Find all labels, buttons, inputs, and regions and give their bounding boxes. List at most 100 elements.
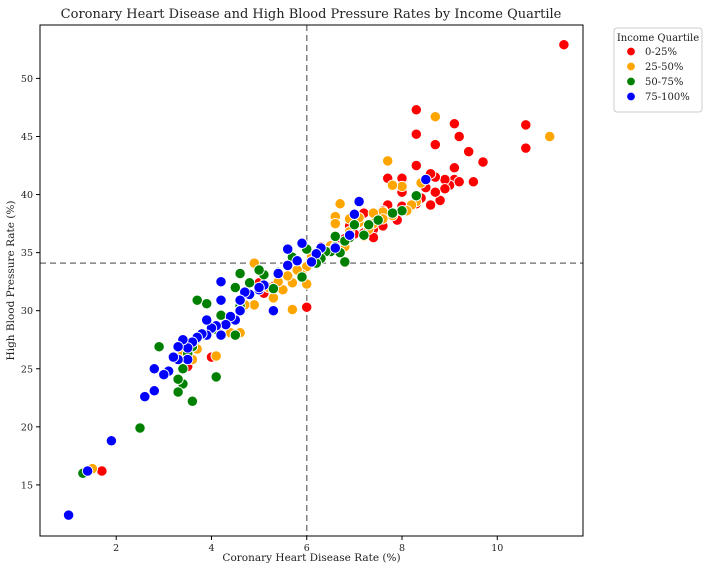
plot-frame — [39, 24, 584, 537]
data-point — [215, 276, 227, 288]
data-point — [429, 111, 441, 123]
data-point — [282, 243, 294, 255]
data-point — [182, 353, 194, 366]
data-point — [396, 180, 408, 193]
data-point — [234, 294, 246, 306]
data-point — [305, 256, 318, 268]
data-point — [234, 305, 246, 317]
data-point — [153, 341, 165, 353]
reference-lines — [40, 25, 583, 536]
x-tick-label: 10 — [491, 543, 503, 554]
y-tick-label: 50 — [21, 74, 33, 85]
data-point — [243, 277, 256, 289]
data-point — [272, 267, 284, 280]
data-point — [439, 183, 451, 195]
data-point — [172, 386, 184, 398]
data-point — [348, 208, 361, 220]
series-75-100% — [62, 173, 432, 521]
y-tick-label: 15 — [21, 480, 33, 491]
data-point — [210, 371, 222, 383]
data-point — [267, 305, 280, 317]
data-point — [210, 350, 222, 362]
data-point — [296, 271, 308, 283]
data-point — [220, 318, 232, 331]
data-point — [81, 465, 94, 477]
x-tick-label: 8 — [399, 543, 405, 554]
data-point — [439, 173, 451, 186]
data-point — [215, 309, 227, 321]
data-point — [467, 176, 480, 188]
data-point — [372, 214, 384, 226]
data-point — [429, 186, 441, 198]
data-point — [172, 341, 184, 353]
data-point — [134, 422, 146, 434]
chart-title: Coronary Heart Disease and High Blood Pr… — [61, 7, 562, 22]
data-point — [286, 303, 299, 316]
data-point — [348, 219, 361, 231]
data-point — [410, 104, 422, 116]
data-point — [382, 155, 394, 167]
axis-ticks: 2 4 6 8 10 15 20 25 30 35 40 45 50 — [21, 74, 503, 554]
data-point — [158, 368, 170, 381]
data-point — [148, 385, 160, 397]
legend-marker — [626, 91, 636, 102]
data-point — [558, 39, 570, 51]
data-point — [229, 329, 241, 341]
x-tick-label: 6 — [304, 543, 310, 554]
data-point — [358, 229, 370, 241]
x-axis-label: Coronary Heart Disease Rate (%) — [222, 552, 400, 564]
data-point — [353, 195, 365, 208]
x-tick-label: 4 — [208, 543, 214, 554]
data-point — [296, 237, 308, 249]
data-point — [215, 329, 227, 341]
data-point — [282, 259, 294, 272]
data-point — [191, 294, 203, 306]
data-point — [386, 207, 399, 219]
data-point — [201, 298, 213, 310]
data-point — [429, 138, 441, 151]
legend-title: Income Quartile — [617, 33, 699, 44]
y-tick-label: 20 — [21, 422, 33, 433]
series-0-25% — [96, 39, 570, 477]
data-point — [215, 294, 227, 306]
data-point — [253, 281, 265, 294]
y-tick-label: 40 — [21, 190, 33, 201]
data-point — [186, 395, 199, 407]
legend-box — [613, 27, 703, 113]
data-point — [410, 159, 422, 172]
x-tick-label: 2 — [113, 543, 119, 554]
data-point — [396, 205, 408, 217]
y-tick-label: 45 — [21, 132, 33, 143]
y-tick-label: 35 — [21, 248, 33, 259]
legend-label: 0-25% — [645, 47, 677, 58]
data-point — [410, 128, 422, 140]
data-point — [410, 190, 422, 202]
data-point — [253, 264, 265, 276]
legend-label: 75-100% — [645, 92, 690, 103]
data-point — [453, 176, 465, 188]
legend: Income Quartile 0-25% 25-50% 50-75% 75-100% — [613, 27, 703, 113]
y-tick-label: 30 — [21, 306, 33, 317]
legend-label: 50-75% — [645, 77, 683, 88]
data-point — [363, 219, 375, 231]
data-point — [62, 509, 75, 521]
data-point — [248, 299, 260, 311]
legend-marker — [626, 61, 636, 72]
data-point — [177, 363, 189, 375]
data-point — [520, 142, 532, 154]
data-point — [267, 282, 280, 295]
legend-marker — [626, 76, 636, 87]
data-point — [424, 199, 437, 211]
data-point — [453, 130, 465, 143]
data-point — [386, 179, 399, 191]
data-point — [420, 173, 432, 186]
data-point — [448, 118, 461, 130]
data-point — [172, 373, 184, 385]
data-point — [463, 145, 475, 158]
data-point — [329, 217, 341, 230]
data-point — [520, 119, 532, 131]
data-point — [301, 301, 313, 313]
data-point — [329, 230, 341, 243]
data-point — [291, 255, 303, 267]
